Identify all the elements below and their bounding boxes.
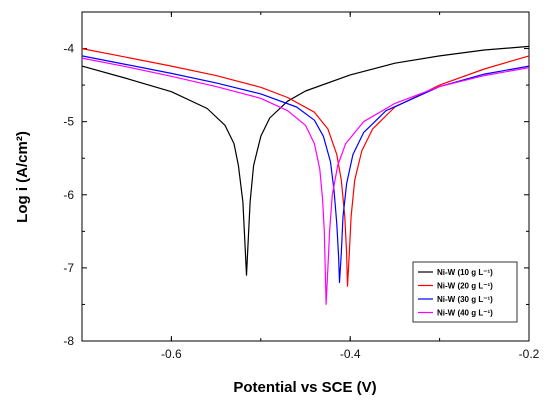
- legend-label: Ni-W (10 g L⁻¹): [437, 268, 493, 277]
- y-tick-label: -7: [63, 261, 74, 275]
- x-tick-label: -0.2: [519, 347, 540, 361]
- plot-frame: [81, 11, 530, 342]
- series-line-2: [81, 48, 530, 287]
- series-line-4: [81, 57, 530, 305]
- legend: Ni-W (10 g L⁻¹) Ni-W (20 g L⁻¹) Ni-W (30 g…: [412, 261, 518, 323]
- x-tick-label: -0.6: [161, 347, 182, 361]
- legend-label: Ni-W (20 g L⁻¹): [437, 282, 493, 291]
- curves: [81, 45, 530, 305]
- series-line-1: [81, 45, 530, 276]
- legend-label: Ni-W (30 g L⁻¹): [437, 295, 493, 304]
- x-axis-title: Potential vs SCE (V): [233, 379, 376, 396]
- series-line-3: [81, 55, 530, 284]
- legend-label: Ni-W (40 g L⁻¹): [437, 309, 493, 318]
- axes: -0.6 -0.4 -0.2 -8 -7 -6 -5 -4: [63, 12, 540, 361]
- y-tick-label: -6: [63, 188, 74, 202]
- y-tick-label: -5: [63, 115, 74, 129]
- y-axis-title: Log i (A/cm²): [14, 131, 31, 223]
- x-tick-label: -0.4: [340, 347, 361, 361]
- y-tick-label: -8: [63, 334, 74, 348]
- y-tick-label: -4: [63, 42, 74, 56]
